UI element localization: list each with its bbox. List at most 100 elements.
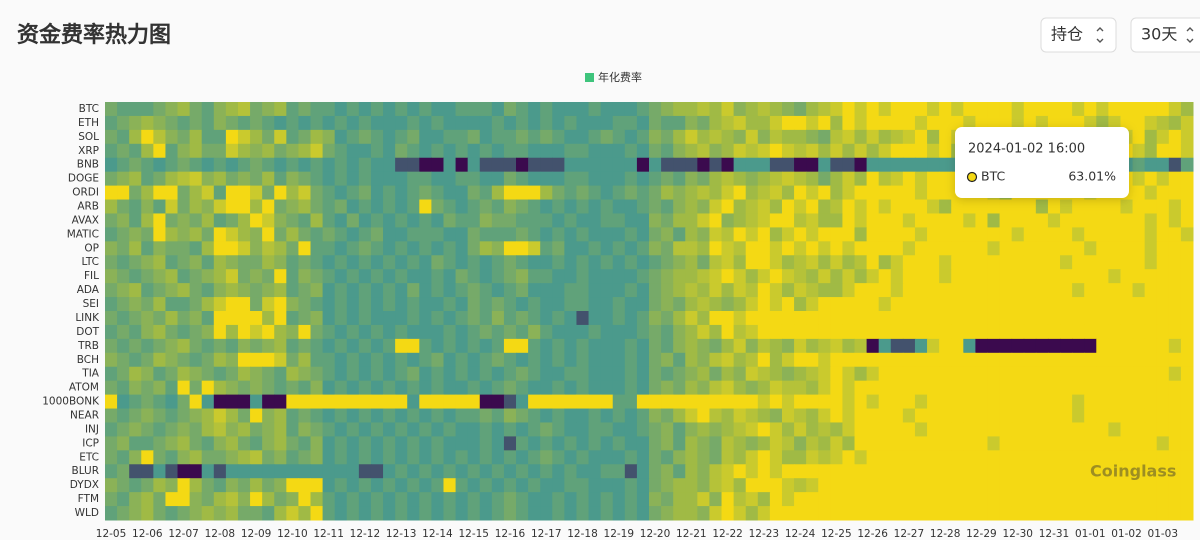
heat-cell xyxy=(395,464,408,479)
heat-cell xyxy=(1108,115,1121,131)
heat-cell xyxy=(310,115,324,131)
heat-cell xyxy=(443,478,457,493)
heat-cell xyxy=(745,297,759,312)
heat-cell xyxy=(237,492,251,507)
heat-cell xyxy=(1168,269,1182,284)
heat-cell xyxy=(975,297,988,312)
heat-cell xyxy=(927,492,940,507)
heat-cell xyxy=(890,464,904,479)
heat-cell xyxy=(963,492,976,507)
select-box[interactable] xyxy=(1040,17,1117,53)
heat-cell xyxy=(588,352,602,368)
heat-cell xyxy=(431,241,444,256)
heat-cell xyxy=(540,352,553,368)
heat-cell xyxy=(1168,408,1182,423)
heat-cell xyxy=(649,255,662,270)
heat-cell xyxy=(806,311,819,326)
heat-cell xyxy=(129,199,142,214)
heat-cell xyxy=(963,199,976,214)
heat-cell xyxy=(733,255,747,270)
heat-cell xyxy=(1120,283,1134,298)
heat-cell xyxy=(733,199,747,214)
select-label[interactable]: 30天 xyxy=(1141,25,1177,44)
heat-cell xyxy=(914,269,928,284)
heat-cell xyxy=(685,129,698,145)
heat-cell xyxy=(528,422,541,437)
heat-cell xyxy=(914,492,928,507)
heat-cell xyxy=(564,338,577,354)
heat-cell xyxy=(661,241,674,256)
heat-cell xyxy=(757,129,771,145)
heat-cell xyxy=(1035,506,1049,521)
select-label[interactable]: 持仓 xyxy=(1051,25,1083,44)
heat-cell xyxy=(346,297,360,312)
heat-cell xyxy=(673,311,686,326)
heat-cell xyxy=(117,311,130,326)
heat-cell xyxy=(407,255,420,270)
heat-cell xyxy=(503,324,517,340)
heat-cell xyxy=(1060,394,1073,410)
heat-cell xyxy=(346,171,360,187)
heat-cell xyxy=(213,422,227,437)
heat-cell xyxy=(600,450,614,465)
select-box[interactable] xyxy=(1130,17,1200,53)
heat-cell xyxy=(310,436,324,451)
legend[interactable]: 年化费率 xyxy=(585,70,642,84)
heat-cell xyxy=(358,297,372,312)
heat-cell xyxy=(1144,143,1158,159)
heat-cell xyxy=(636,492,650,507)
heat-cell xyxy=(443,464,457,479)
heat-cell xyxy=(733,394,747,410)
heat-cell xyxy=(866,311,880,326)
heat-cell xyxy=(528,199,541,214)
heat-cell xyxy=(407,506,420,521)
legend-label[interactable]: 年化费率 xyxy=(598,70,642,84)
heat-cell xyxy=(540,422,553,437)
heat-cell xyxy=(334,269,348,284)
heat-cell xyxy=(346,422,360,437)
heat-cell xyxy=(769,492,783,507)
heat-cell xyxy=(1072,394,1085,410)
heat-cell xyxy=(105,129,118,145)
heat-cell xyxy=(709,352,723,368)
heat-cell xyxy=(455,366,469,382)
heat-cell xyxy=(649,157,662,173)
heat-cell xyxy=(1011,338,1025,354)
heat-cell xyxy=(407,394,420,410)
heat-cell xyxy=(1023,324,1037,340)
heat-cell xyxy=(673,394,686,410)
heat-cell xyxy=(624,115,638,131)
heat-cell xyxy=(310,366,324,382)
legend-swatch[interactable] xyxy=(585,73,594,82)
heat-cell xyxy=(431,185,444,201)
tooltip-name: BTC xyxy=(981,169,1005,184)
heat-cell xyxy=(455,450,469,465)
heat-cell xyxy=(213,241,227,256)
heat-cell xyxy=(370,199,384,214)
heat-cell xyxy=(443,380,457,396)
heat-cell xyxy=(358,408,372,423)
heat-cell xyxy=(165,241,179,256)
heat-cell xyxy=(310,450,324,465)
heat-cell xyxy=(636,311,650,326)
heat-cell xyxy=(939,436,952,451)
heat-cell xyxy=(165,408,179,423)
heat-cell xyxy=(250,408,263,423)
x-tick-label: 12-17 xyxy=(531,528,562,540)
heat-cell xyxy=(165,185,179,201)
heat-cell xyxy=(491,185,505,201)
heat-cell xyxy=(274,185,287,201)
heat-cell xyxy=(491,269,505,284)
heat-cell xyxy=(274,115,287,131)
heat-cell xyxy=(528,157,541,173)
heat-cell xyxy=(745,436,759,451)
heat-cell xyxy=(250,255,263,270)
heat-cell xyxy=(455,394,469,410)
heat-cell xyxy=(564,269,577,284)
heat-cell xyxy=(733,380,747,396)
heat-cell xyxy=(552,352,565,368)
heat-cell xyxy=(914,171,928,187)
heat-cell xyxy=(201,408,215,423)
heatmap xyxy=(105,102,1194,521)
heat-cell xyxy=(516,297,529,312)
